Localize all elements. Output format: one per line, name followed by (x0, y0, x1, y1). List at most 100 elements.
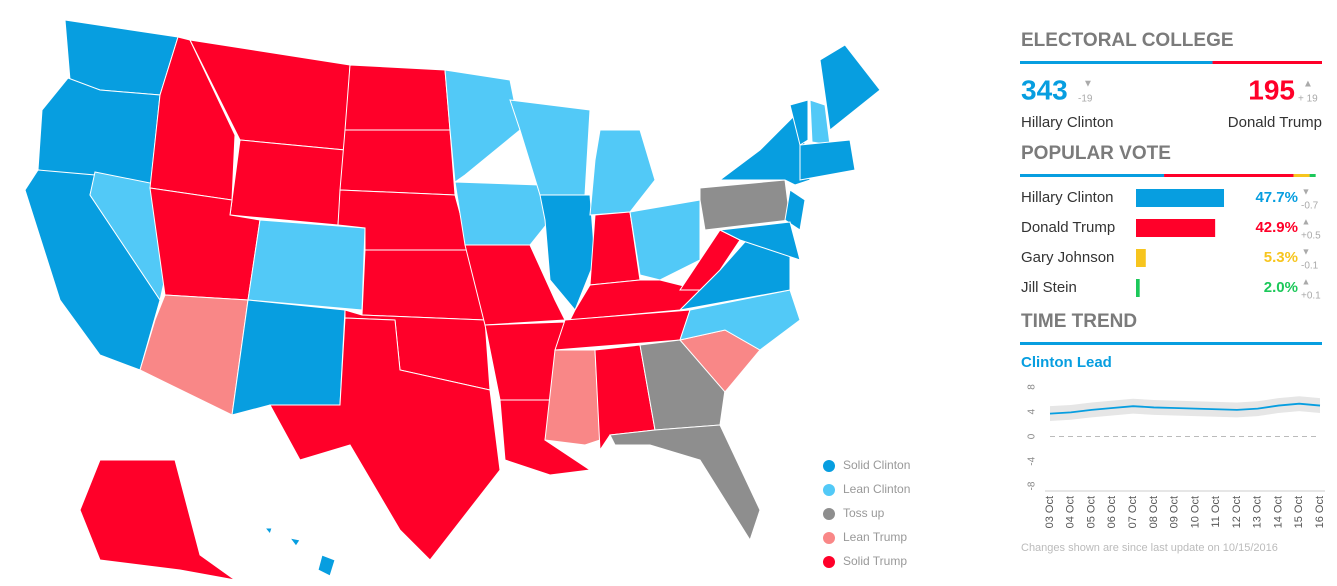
state (288, 537, 301, 547)
pv-value: 5.3% (1264, 249, 1298, 266)
x-tick-label: 09 Oct (1169, 496, 1181, 528)
pv-bar (1136, 249, 1146, 267)
legend-swatch (823, 508, 835, 520)
x-tick-label: 06 Oct (1106, 496, 1118, 528)
state (139, 294, 249, 416)
state (361, 249, 486, 321)
legend-label: Lean Clinton (843, 482, 910, 496)
state (509, 99, 591, 196)
pv-change: +0.1 (1301, 291, 1321, 302)
x-tick-label: 14 Oct (1272, 496, 1284, 528)
candidate-name: Donald Trump (1228, 114, 1322, 131)
state (269, 317, 501, 561)
ec-votes: 343 (1021, 74, 1068, 105)
section-title: POPULAR VOTE (1021, 143, 1171, 164)
chart-title: Clinton Lead (1021, 354, 1112, 371)
y-tick-label: 8 (1027, 384, 1038, 390)
ec-bar (1020, 61, 1213, 64)
arrow: ▲ (1302, 216, 1311, 226)
x-tick-label: 13 Oct (1252, 496, 1264, 528)
legend-label: Solid Trump (843, 554, 907, 568)
pv-bar (1136, 219, 1216, 237)
legend: Solid Clinton Lean Clinton Toss up Lean Tru… (823, 458, 910, 568)
y-tick-label: 4 (1027, 409, 1038, 415)
state (344, 64, 451, 131)
pv-bar (1136, 189, 1225, 207)
pv-change: +0.5 (1301, 231, 1321, 242)
x-tick-label: 16 Oct (1314, 496, 1326, 528)
state (639, 339, 726, 431)
y-tick-label: 0 (1027, 433, 1038, 439)
state (799, 139, 856, 181)
state (79, 459, 236, 581)
state (339, 129, 456, 196)
pv-value: 47.7% (1255, 189, 1298, 206)
pv-change: -0.7 (1301, 201, 1319, 212)
ec-change: + 19 (1298, 94, 1318, 105)
pv-strip (1309, 174, 1316, 177)
state (229, 139, 346, 226)
ec-bar (1212, 61, 1322, 64)
footnote: Changes shown are since last update on 1… (1021, 542, 1278, 554)
candidate-name: Jill Stein (1021, 279, 1077, 296)
x-tick-label: 10 Oct (1189, 496, 1201, 528)
pv-strip (1020, 174, 1165, 177)
state (589, 129, 656, 216)
candidate-name: Donald Trump (1021, 219, 1115, 236)
legend-label: Toss up (843, 506, 885, 520)
state (699, 179, 791, 231)
legend-label: Lean Trump (843, 530, 907, 544)
sidebar: ELECTORAL COLLEGE POPULAR VOTE TIME TREN… (1020, 30, 1326, 554)
state (454, 181, 551, 246)
x-tick-label: 11 Oct (1210, 496, 1222, 528)
arrow: ▼ (1302, 186, 1311, 196)
state (819, 44, 881, 131)
x-tick-label: 05 Oct (1085, 496, 1097, 528)
state (718, 108, 811, 186)
us-map (24, 19, 881, 581)
candidate-name: Hillary Clinton (1021, 114, 1114, 131)
ec-change: -19 (1078, 94, 1093, 105)
pv-value: 42.9% (1255, 219, 1298, 236)
x-tick-label: 08 Oct (1148, 496, 1160, 528)
state (629, 199, 701, 281)
state (609, 424, 761, 542)
state (231, 299, 346, 416)
state (263, 527, 273, 536)
y-tick-label: -8 (1027, 481, 1038, 490)
ec-votes: 195 (1248, 74, 1295, 105)
pv-strip (1293, 174, 1310, 177)
candidate-name: Hillary Clinton (1021, 189, 1114, 206)
pv-value: 2.0% (1264, 279, 1298, 296)
candidate-name: Gary Johnson (1021, 249, 1114, 266)
trend-line (1049, 402, 1321, 415)
pv-strip (1164, 174, 1294, 177)
state (544, 349, 601, 446)
legend-label: Solid Clinton (843, 458, 910, 472)
x-tick-label: 07 Oct (1127, 496, 1139, 528)
state (444, 69, 521, 183)
legend-swatch (823, 532, 835, 544)
x-tick-label: 04 Oct (1065, 496, 1077, 528)
legend-swatch (823, 460, 835, 472)
section-title: TIME TREND (1021, 311, 1137, 332)
state (718, 221, 801, 261)
section-title: ELECTORAL COLLEGE (1021, 30, 1234, 51)
arrow: ▲ (1302, 276, 1311, 286)
state (247, 219, 366, 311)
pv-change: -0.1 (1301, 261, 1319, 272)
state (317, 554, 336, 577)
legend-swatch (823, 556, 835, 568)
x-tick-label: 12 Oct (1231, 496, 1243, 528)
arrow: ▼ (1083, 79, 1093, 90)
x-tick-label: 03 Oct (1044, 496, 1056, 528)
arrow: ▲ (1303, 79, 1313, 90)
state (789, 99, 809, 146)
y-tick-label: -4 (1027, 456, 1038, 465)
state (784, 189, 806, 231)
legend-swatch (823, 484, 835, 496)
arrow: ▼ (1302, 246, 1311, 256)
pv-bar (1136, 279, 1140, 297)
x-tick-label: 15 Oct (1293, 496, 1305, 528)
